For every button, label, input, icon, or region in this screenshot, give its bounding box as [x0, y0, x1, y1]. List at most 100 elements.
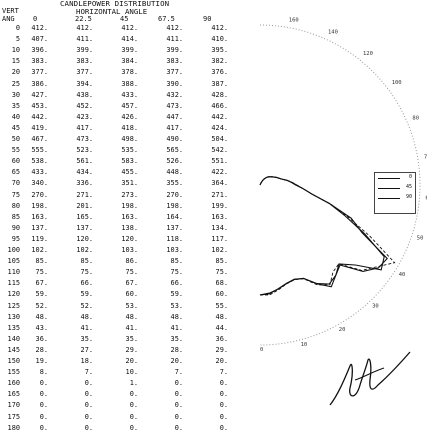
table-row: 20 377. 377. 378. 377. 376.: [0, 68, 260, 76]
value-cell: 44.: [215, 323, 228, 332]
value-cell: 378.: [121, 68, 138, 77]
value-cell: 41.: [170, 323, 183, 332]
value-cell: 60.: [215, 290, 228, 299]
polar-curves: [259, 176, 396, 296]
vert-angle-cell: 40: [11, 112, 20, 121]
tick-label: 20: [339, 327, 346, 333]
value-cell: 48.: [35, 312, 48, 321]
table-row: 105 85. 85. 86. 85. 85.: [0, 257, 260, 265]
tick-label: 60: [425, 196, 427, 202]
value-cell: 29.: [215, 345, 228, 354]
vert-angle-cell: 80: [11, 201, 20, 210]
value-cell: 453.: [31, 101, 48, 110]
value-cell: 41.: [80, 323, 93, 332]
vert-angle-cell: 145: [7, 345, 20, 354]
value-cell: 29.: [125, 345, 138, 354]
value-cell: 417.: [76, 123, 93, 132]
tick-label: 80: [412, 115, 419, 121]
value-cell: 447.: [166, 112, 183, 121]
table-row: 25 386. 394. 388. 390. 387.: [0, 80, 260, 88]
value-cell: 0.: [174, 412, 183, 421]
table-row: 165 0. 0. 0. 0. 0.: [0, 390, 260, 398]
value-cell: 467.: [31, 135, 48, 143]
vert-angle-cell: 85: [11, 212, 20, 221]
value-cell: 0.: [174, 390, 183, 399]
table-row: 0 412. 412. 412. 412. 412.: [0, 24, 260, 32]
vert-angle-cell: 100: [7, 246, 20, 254]
value-cell: 85.: [170, 257, 183, 266]
value-cell: 75.: [215, 268, 228, 277]
value-cell: 0.: [39, 379, 48, 388]
value-cell: 0.: [174, 401, 183, 410]
value-cell: 102.: [211, 246, 228, 254]
column-header: 45: [120, 15, 129, 23]
table-row: 50 467. 473. 498. 490. 504.: [0, 135, 260, 143]
value-cell: 66.: [170, 279, 183, 288]
table-row: 45 419. 417. 418. 417. 424.: [0, 124, 260, 132]
value-cell: 0.: [84, 412, 93, 421]
vert-angle-cell: 175: [7, 412, 20, 421]
value-cell: 455.: [121, 168, 138, 177]
value-cell: 412.: [211, 24, 228, 32]
tick-label: 30: [372, 303, 379, 309]
legend-item: 90: [377, 194, 413, 203]
value-cell: 428.: [211, 90, 228, 99]
value-cell: 0.: [174, 423, 183, 432]
value-cell: 20.: [125, 357, 138, 365]
value-cell: 422.: [211, 168, 228, 177]
vert-angle-cell: 150: [7, 357, 20, 365]
value-cell: 271.: [211, 190, 228, 199]
value-cell: 7.: [219, 368, 228, 377]
vert-angle-cell: 130: [7, 312, 20, 321]
value-cell: 351.: [121, 179, 138, 188]
table-row: 155 8. 7. 10. 7. 7.: [0, 368, 260, 376]
vert-angle-cell: 155: [7, 368, 20, 377]
value-cell: 0.: [84, 390, 93, 399]
value-cell: 117.: [211, 234, 228, 243]
table-row: 85 163. 165. 163. 164. 163.: [0, 213, 260, 221]
tick-label: 0: [260, 347, 263, 353]
value-cell: 0.: [219, 401, 228, 410]
value-cell: 85.: [35, 257, 48, 266]
value-cell: 384.: [121, 57, 138, 66]
column-header: 0: [33, 15, 38, 23]
value-cell: 490.: [166, 135, 183, 143]
value-cell: 48.: [125, 312, 138, 321]
value-cell: 399.: [121, 46, 138, 55]
value-cell: 0.: [219, 379, 228, 388]
value-cell: 0.: [219, 390, 228, 399]
signature-drawing: [329, 351, 411, 406]
value-cell: 411.: [166, 35, 183, 44]
value-cell: 565.: [166, 146, 183, 155]
value-cell: 75.: [80, 268, 93, 277]
vert-angle-cell: 15: [11, 57, 20, 66]
value-cell: 59.: [80, 290, 93, 299]
value-cell: 340.: [31, 179, 48, 188]
value-cell: 273.: [121, 190, 138, 199]
value-cell: 138.: [121, 223, 138, 232]
value-cell: 412.: [121, 24, 138, 32]
value-cell: 86.: [125, 257, 138, 266]
value-cell: 377.: [76, 68, 93, 77]
value-cell: 0.: [39, 390, 48, 399]
value-cell: 412.: [76, 24, 93, 32]
value-cell: 376.: [211, 68, 228, 77]
value-cell: 523.: [76, 146, 93, 155]
value-cell: 270.: [166, 190, 183, 199]
tick-label: 50: [417, 236, 424, 242]
value-cell: 1.: [129, 379, 138, 388]
vert-angle-cell: 45: [11, 123, 20, 132]
table-row: 80 198. 201. 198. 198. 199.: [0, 202, 260, 210]
value-cell: 390.: [166, 79, 183, 88]
legend-line: [378, 188, 400, 189]
chart-legend: 0 45 90: [374, 172, 416, 214]
value-cell: 48.: [170, 312, 183, 321]
value-cell: 0.: [129, 412, 138, 421]
vert-angle-cell: 75: [11, 190, 20, 199]
value-cell: 395.: [211, 46, 228, 55]
value-cell: 20.: [170, 357, 183, 365]
value-cell: 20.: [215, 357, 228, 365]
tick-label: 10: [301, 342, 308, 348]
value-cell: 102.: [76, 246, 93, 254]
value-cell: 383.: [31, 57, 48, 66]
